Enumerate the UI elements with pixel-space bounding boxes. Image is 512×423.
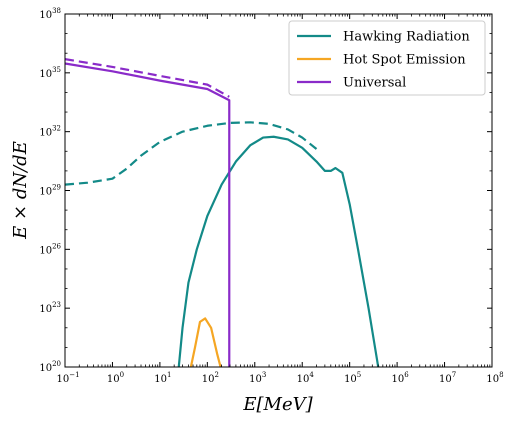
x-tick-label: 100 [107, 371, 124, 385]
y-tick-label: 1032 [39, 125, 61, 139]
x-axis-label: E[MeV] [242, 394, 313, 415]
y-tick-label: 1035 [39, 66, 61, 80]
legend-box [288, 20, 486, 96]
legend-label: Hawking Radiation [343, 30, 470, 45]
x-tick-label: 108 [486, 371, 503, 385]
x-tick-label: 105 [344, 371, 361, 385]
x-tick-label: 106 [392, 371, 410, 385]
x-tick-label: 104 [297, 371, 315, 385]
legend-label: Hot Spot Emission [343, 53, 466, 68]
y-tick-label: 1023 [39, 301, 61, 315]
y-tick-label: 1020 [39, 360, 61, 374]
x-tick-label: 107 [439, 371, 456, 385]
plot-frame [64, 13, 493, 368]
x-tick-label: 102 [202, 371, 219, 385]
series-line-0 [177, 135, 380, 368]
series-line-4 [64, 58, 230, 98]
x-tick-label: 103 [249, 371, 266, 385]
legend-label: Universal [343, 76, 406, 91]
y-tick-label: 1038 [39, 7, 61, 21]
series-layer [64, 58, 380, 368]
y-axis-label: E × dN/dE [10, 141, 31, 240]
y-tick-label: 1029 [39, 184, 61, 198]
series-line-1 [64, 121, 318, 186]
x-tick-label: 101 [154, 371, 171, 385]
series-line-3 [64, 62, 231, 367]
x-tick-label: 10−1 [56, 371, 79, 385]
legend: Hawking Radiation Hot Spot Emission Univer… [288, 20, 486, 96]
series-line-2 [189, 317, 222, 368]
y-tick-label: 1026 [39, 242, 61, 256]
